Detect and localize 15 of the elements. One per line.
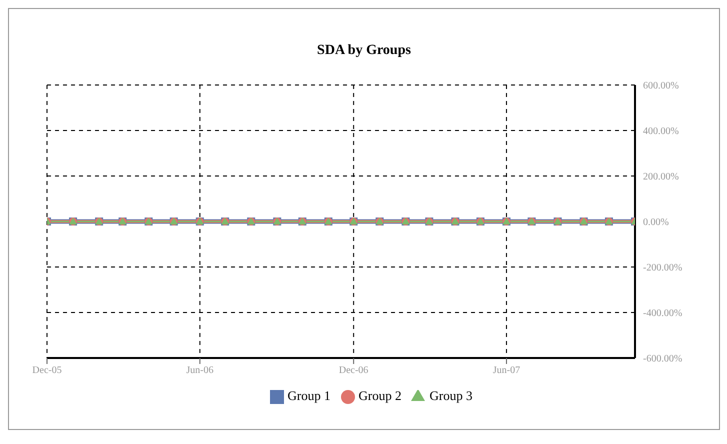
y-tick-label: -400.00% — [643, 308, 682, 320]
y-tick-label: 200.00% — [643, 172, 679, 183]
y-tick-label: -600.00% — [643, 354, 682, 365]
x-tick-label: Jun-06 — [186, 365, 214, 376]
x-tick-label: Dec-06 — [338, 365, 368, 376]
chart-title: SDA by Groups — [316, 43, 412, 59]
y-tick-label: 400.00% — [643, 126, 679, 138]
x-tick-label: Dec-05 — [32, 365, 62, 376]
y-tick-label: -200.00% — [643, 262, 682, 274]
legend-label: Group 2 — [358, 388, 402, 403]
legend-label: Group 3 — [429, 388, 472, 403]
y-tick-label: 0.00% — [643, 217, 669, 228]
y-tick-label: 600.00% — [643, 80, 679, 92]
x-tick-label: Jun-07 — [492, 365, 520, 376]
legend-label: Group 1 — [288, 388, 331, 403]
